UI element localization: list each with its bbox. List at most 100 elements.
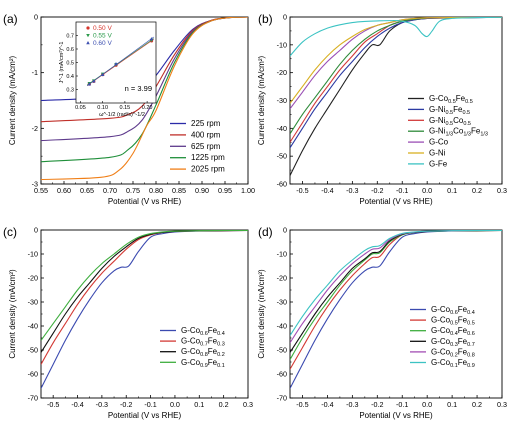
inset-legend-marker	[86, 34, 90, 38]
legend-label: G-Co0.3Fe0.7	[431, 337, 475, 348]
inset-y-tick-label: 0.6	[66, 47, 74, 53]
y-tick-label: -40	[277, 322, 287, 331]
x-axis-label: Potential (V vs RHE)	[359, 197, 433, 206]
legend-label: G-Ni	[429, 149, 446, 158]
x-tick-label: 0.3	[243, 400, 253, 409]
inset-legend-marker	[86, 41, 90, 45]
x-tick-label: -0.3	[96, 400, 108, 409]
chart-panel-3: (c) -0.5 -0.4 -0.3 -0.2 -0.1 0.0 0.1 0.2 0.3 0 -10 -…	[3, 225, 253, 420]
x-tick-label: -0.4	[321, 400, 333, 409]
legend-subscript: 0.5	[450, 320, 458, 326]
y-tick-label: 0	[34, 13, 38, 22]
legend-label: G-Ni0.5Co0.5	[429, 116, 471, 127]
legend-label: G-Co0.5Fe0.5	[429, 94, 473, 105]
legend-subscript: 0.8	[467, 352, 475, 358]
legend-subscript: 0.5	[445, 120, 453, 126]
x-tick-label: -0.1	[396, 186, 408, 195]
x-axis-label: Potential (V vs RHE)	[108, 411, 182, 420]
x-tick-label: -0.4	[321, 186, 333, 195]
legend-text-part: Fe	[458, 305, 468, 314]
y-tick-label: -40	[277, 124, 287, 133]
legend-text-part: G-Co	[431, 337, 451, 346]
legend-text-part: G-Co	[181, 347, 201, 356]
legend-text-part: Fe	[208, 326, 218, 335]
y-tick-label: -30	[28, 298, 38, 307]
y-tick-label: -60	[28, 370, 38, 379]
legend-label: G-Fe	[429, 159, 448, 168]
x-tick-label: -0.3	[346, 186, 358, 195]
inset-marker	[100, 72, 105, 77]
legend-text-part: G-Ni	[429, 127, 446, 136]
legend-subscript: 0.2	[450, 352, 458, 358]
y-tick-label: -3	[32, 180, 38, 189]
x-tick-label: 0.3	[497, 186, 507, 195]
panel-label: (b)	[258, 12, 273, 26]
legend-text-part: Fe	[458, 316, 468, 325]
y-tick-label: -70	[277, 394, 287, 403]
legend-text-part: G-Co	[181, 358, 201, 367]
chart-panel-4: (d) -0.5 -0.4 -0.3 -0.2 -0.1 0.0 0.1 0.2 0.3 0 -10 -…	[257, 225, 507, 420]
legend-subscript: 0.6	[467, 331, 475, 337]
legend-label: G-Co0.6Fe0.4	[181, 326, 225, 337]
legend-subscript: 1/3	[445, 131, 453, 137]
y-tick-label: -50	[277, 152, 287, 161]
x-tick-label: 0.75	[126, 186, 140, 195]
legend-label: G-Co0.6Fe0.4	[431, 305, 475, 316]
y-tick-label: -10	[277, 40, 287, 49]
inset-legend-label: 0.50 V	[93, 25, 112, 32]
inset-x-tick-label: 0.20	[142, 105, 153, 111]
inset-x-label: ω^-1/2 (rad/s)^-1/2	[99, 112, 145, 118]
inset-marker	[87, 82, 92, 86]
series-line-7	[290, 17, 502, 57]
x-tick-label: -0.2	[120, 400, 132, 409]
inset-marker	[114, 62, 118, 66]
x-tick-label: 0.1	[447, 186, 457, 195]
legend-subscript: 0.5	[465, 99, 473, 105]
series-line-6	[290, 17, 502, 104]
x-tick-label: 0.90	[195, 186, 209, 195]
legend-text-part: Fe	[208, 358, 218, 367]
y-tick-label: 0	[283, 226, 287, 235]
x-tick-label: 0.60	[57, 186, 71, 195]
legend-text-part: Fe	[458, 358, 468, 367]
legend-text-part: G-Co	[181, 337, 201, 346]
legend-subscript: 0.4	[450, 331, 458, 337]
inset-chart: 0.05 0.10 0.15 0.20 0.3 0.4 0.5 0.6 0.7 ω^-1/2 (r…	[59, 21, 157, 118]
x-tick-label: -0.5	[47, 400, 59, 409]
legend-text-part: Fe	[471, 127, 481, 136]
legend-text-part: Fe	[208, 337, 218, 346]
y-tick-label: -60	[277, 370, 287, 379]
inset-annotation: n = 3.99	[125, 84, 152, 93]
inset-x-tick-label: 0.15	[120, 105, 131, 111]
legend-subscript: 0.5	[463, 120, 471, 126]
series-line-2	[290, 230, 502, 370]
series-line-5	[41, 17, 248, 181]
legend-subscript: 1/3	[463, 131, 471, 137]
legend-label: G-Co0.4Fe0.6	[431, 326, 475, 337]
legend-label: G-Ni1/3Co1/3Fe1/3	[429, 127, 488, 138]
x-tick-label: 1.00	[241, 186, 255, 195]
x-tick-label: -0.2	[371, 400, 383, 409]
x-tick-label: 0.80	[149, 186, 163, 195]
legend-text-part: G-Co	[431, 347, 451, 356]
legend-subscript: 0.5	[462, 109, 470, 115]
inset-marker	[91, 79, 96, 83]
x-tick-label: 0.65	[80, 186, 94, 195]
legend-subscript: 0.3	[450, 341, 458, 347]
y-axis-label: Current density (mA/cm²)	[257, 269, 266, 359]
legend-text-part: G-Ni	[429, 116, 446, 125]
y-tick-label: -2	[32, 124, 38, 133]
legend-text-part: G-Co	[431, 326, 451, 335]
legend-text-part: Fe	[458, 347, 468, 356]
legend-subscript: 0.5	[467, 320, 475, 326]
legend-text-part: G-Co	[431, 316, 451, 325]
x-tick-label: 0.95	[218, 186, 232, 195]
legend-text-part: G-Co	[431, 305, 451, 314]
legend-text-part: Fe	[458, 326, 468, 335]
legend-subscript: 0.7	[467, 341, 475, 347]
x-tick-label: -0.3	[346, 400, 358, 409]
y-axis-label: Current density (mA/cm²)	[257, 55, 266, 145]
x-axis-label: Potential (V vs RHE)	[108, 197, 182, 206]
y-tick-label: -50	[28, 346, 38, 355]
x-tick-label: 0.0	[170, 400, 180, 409]
